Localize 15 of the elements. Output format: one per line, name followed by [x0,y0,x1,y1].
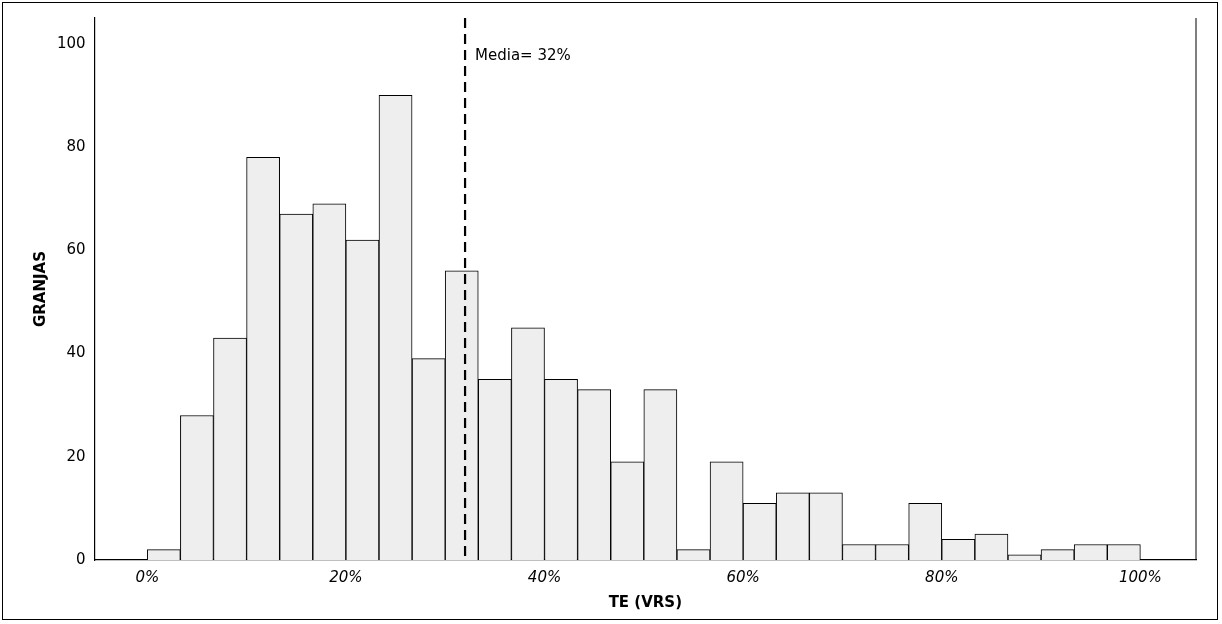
y-tick-label: 100 [56,33,86,52]
y-tick-label: 0 [76,549,86,568]
y-tick-label: 40 [66,343,86,362]
x-tick-label: 20% [329,567,363,586]
y-tick-label: 80 [66,136,86,155]
y-tick-label: 20 [66,446,86,465]
x-tick-label: 80% [925,567,959,586]
x-axis-title: TE (VRS) [608,592,682,611]
x-tick-label: 100% [1118,567,1162,586]
y-axis-title: GRANJAS [30,250,49,328]
x-tick-label: 40% [527,567,562,586]
y-tick-label: 60 [66,240,86,259]
x-tick-label: 60% [726,567,760,586]
x-tick-label: 0% [135,567,160,586]
ref-line-label: Media= 32% [475,45,571,64]
